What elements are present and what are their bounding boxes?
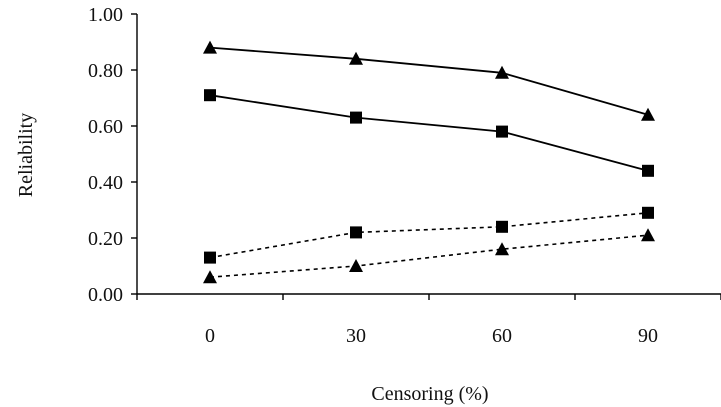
y-tick-label: 0.20 xyxy=(88,228,123,250)
data-point-square xyxy=(642,206,654,219)
y-axis-title: Reliability xyxy=(15,113,37,197)
x-axis-ticks: 0 30 60 90 xyxy=(136,294,721,347)
x-tick-label: 0 xyxy=(205,325,215,347)
y-axis-ticks: 0.00 0.20 0.40 0.60 0.80 1.00 xyxy=(88,4,137,306)
series-line xyxy=(209,46,649,116)
y-tick-label: 1.00 xyxy=(88,4,123,26)
data-point-triangle xyxy=(203,270,217,284)
series-1 xyxy=(203,40,655,121)
data-point-square xyxy=(350,111,362,124)
data-point-triangle xyxy=(349,51,363,65)
data-point-square xyxy=(204,89,216,102)
data-point-square xyxy=(496,125,508,138)
series-line xyxy=(209,234,649,278)
data-point-square xyxy=(496,220,508,233)
data-point-square xyxy=(642,164,654,177)
series-line xyxy=(209,212,649,259)
chart-axes xyxy=(136,14,721,295)
series-2 xyxy=(204,89,654,177)
x-tick-label: 60 xyxy=(492,325,512,347)
series-3 xyxy=(204,206,654,264)
y-tick-label: 0.80 xyxy=(88,60,123,82)
y-tick-label: 0.40 xyxy=(88,172,123,194)
data-point-triangle xyxy=(349,259,363,272)
x-axis-title: Censoring (%) xyxy=(371,383,488,405)
x-tick-label: 90 xyxy=(638,325,658,347)
data-point-triangle xyxy=(641,228,655,242)
data-point-triangle xyxy=(495,65,509,79)
data-point-square xyxy=(350,226,362,239)
y-tick-label: 0.60 xyxy=(88,116,123,138)
data-point-square xyxy=(204,251,216,264)
series-4 xyxy=(203,228,655,284)
data-point-triangle xyxy=(203,40,217,54)
chart-series xyxy=(203,40,655,284)
x-tick-label: 30 xyxy=(346,325,366,347)
series-line xyxy=(209,94,649,172)
data-point-triangle xyxy=(641,107,655,121)
y-tick-label: 0.00 xyxy=(88,284,123,306)
data-point-triangle xyxy=(495,242,509,256)
